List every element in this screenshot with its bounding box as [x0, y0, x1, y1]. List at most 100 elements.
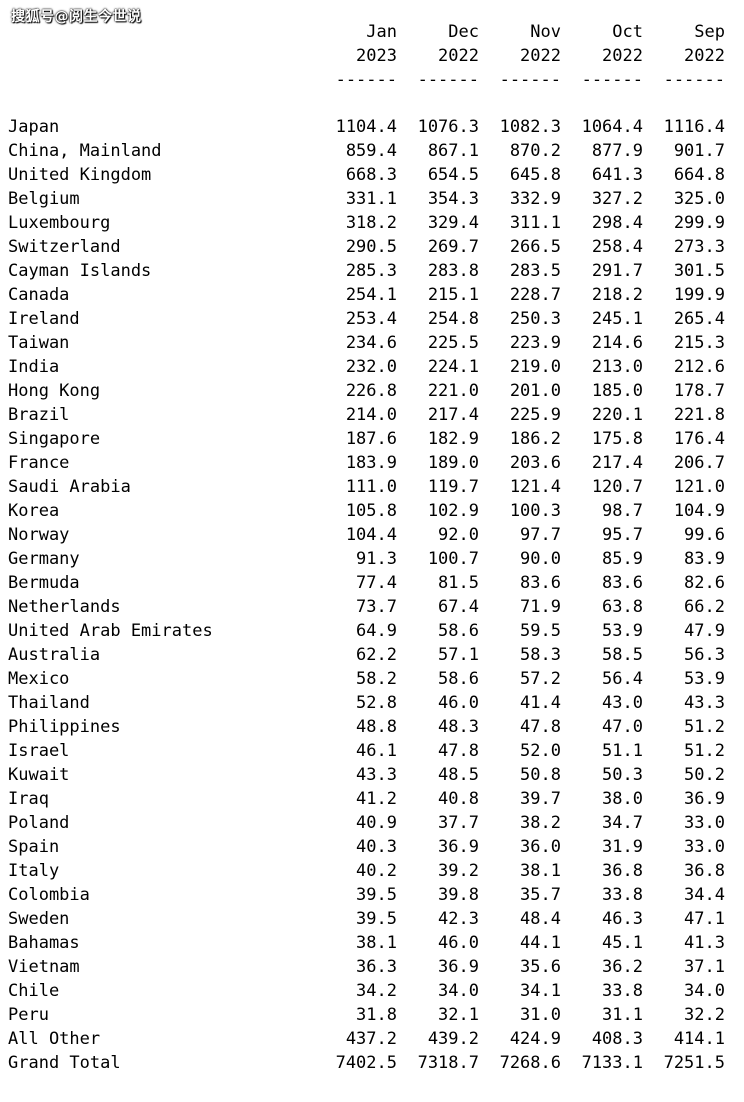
cell-value: 56.4: [602, 669, 643, 689]
cell-value: 215.3: [673, 333, 725, 353]
table-row: Japan 1104.4 1076.3 1082.3 1064.4 1116.4: [0, 115, 744, 139]
cell-value: 414.1: [673, 1029, 725, 1049]
cell-value: 42.3: [438, 909, 479, 929]
cell-value: 7251.5: [663, 1053, 725, 1073]
table-row: Cayman Islands 285.3 283.8 283.5 291.7 301.5: [0, 259, 744, 283]
cell-value: 64.9: [356, 621, 397, 641]
cell-value: 408.3: [591, 1029, 643, 1049]
table-row: Israel 46.1 47.8 52.0 51.1 51.2: [0, 739, 744, 763]
table-row: Norway 104.4 92.0 97.7 95.7 99.6: [0, 523, 744, 547]
column-header: Sep 2022 ------: [659, 20, 725, 92]
table-row: China, Mainland 859.4 867.1 870.2 877.9 901.7: [0, 139, 744, 163]
table-row: Thailand 52.8 46.0 41.4 43.0 43.3: [0, 691, 744, 715]
cell-value: 56.3: [684, 645, 725, 665]
cell-value: 91.3: [356, 549, 397, 569]
cell-value: 121.4: [509, 477, 561, 497]
cell-value: 31.1: [602, 1005, 643, 1025]
cell-value: 36.9: [438, 957, 479, 977]
table-row: United Kingdom 668.3 654.5 645.8 641.3 664.8: [0, 163, 744, 187]
cell-value: 641.3: [591, 165, 643, 185]
cell-value: 39.5: [356, 885, 397, 905]
cell-value: 203.6: [509, 453, 561, 473]
table-row: Korea 105.8 102.9 100.3 98.7 104.9: [0, 499, 744, 523]
country-name: Japan: [8, 117, 60, 137]
cell-value: 265.4: [673, 309, 725, 329]
cell-value: 58.5: [602, 645, 643, 665]
cell-value: 329.4: [427, 213, 479, 233]
country-name: Canada: [8, 285, 70, 305]
cell-value: 82.6: [684, 573, 725, 593]
table-row: Bermuda 77.4 81.5 83.6 83.6 82.6: [0, 571, 744, 595]
cell-value: 50.2: [684, 765, 725, 785]
cell-value: 311.1: [509, 213, 561, 233]
cell-value: 92.0: [438, 525, 479, 545]
table-row: Italy 40.2 39.2 38.1 36.8 36.8: [0, 859, 744, 883]
cell-value: 234.6: [345, 333, 397, 353]
table-row: Kuwait 43.3 48.5 50.8 50.3 50.2: [0, 763, 744, 787]
cell-value: 33.8: [602, 885, 643, 905]
cell-value: 120.7: [591, 477, 643, 497]
country-name: United Kingdom: [8, 165, 152, 185]
cell-value: 102.9: [427, 501, 479, 521]
cell-value: 40.8: [438, 789, 479, 809]
country-name: Kuwait: [8, 765, 70, 785]
column-rule: ------: [417, 70, 479, 90]
cell-value: 63.8: [602, 597, 643, 617]
country-name: Switzerland: [8, 237, 121, 257]
cell-value: 325.0: [673, 189, 725, 209]
cell-value: 83.9: [684, 549, 725, 569]
cell-value: 664.8: [673, 165, 725, 185]
cell-value: 66.2: [684, 597, 725, 617]
cell-value: 57.2: [520, 669, 561, 689]
cell-value: 47.9: [684, 621, 725, 641]
cell-value: 58.3: [520, 645, 561, 665]
country-name: Brazil: [8, 405, 70, 425]
table-row: Brazil 214.0 217.4 225.9 220.1 221.8: [0, 403, 744, 427]
cell-value: 41.4: [520, 693, 561, 713]
cell-value: 73.7: [356, 597, 397, 617]
column-header: Dec 2022 ------: [413, 20, 479, 92]
cell-value: 232.0: [345, 357, 397, 377]
cell-value: 217.4: [427, 405, 479, 425]
table-row: Peru 31.8 32.1 31.0 31.1 32.2: [0, 1003, 744, 1027]
cell-value: 668.3: [345, 165, 397, 185]
cell-value: 53.9: [602, 621, 643, 641]
cell-value: 437.2: [345, 1029, 397, 1049]
table-row: Ireland 253.4 254.8 250.3 245.1 265.4: [0, 307, 744, 331]
column-month: Sep: [694, 22, 725, 42]
column-header: Nov 2022 ------: [495, 20, 561, 92]
column-year: 2022: [602, 46, 643, 66]
country-name: Sweden: [8, 909, 70, 929]
cell-value: 62.2: [356, 645, 397, 665]
cell-value: 34.2: [356, 981, 397, 1001]
cell-value: 99.6: [684, 525, 725, 545]
cell-value: 221.0: [427, 381, 479, 401]
cell-value: 1064.4: [581, 117, 643, 137]
cell-value: 52.8: [356, 693, 397, 713]
cell-value: 299.9: [673, 213, 725, 233]
cell-value: 183.9: [345, 453, 397, 473]
cell-value: 298.4: [591, 213, 643, 233]
cell-value: 439.2: [427, 1029, 479, 1049]
cell-value: 53.9: [684, 669, 725, 689]
table-row: France 183.9 189.0 203.6 217.4 206.7: [0, 451, 744, 475]
cell-value: 98.7: [602, 501, 643, 521]
cell-value: 38.2: [520, 813, 561, 833]
table-row: Netherlands 73.7 67.4 71.9 63.8 66.2: [0, 595, 744, 619]
cell-value: 214.0: [345, 405, 397, 425]
cell-value: 83.6: [602, 573, 643, 593]
cell-value: 273.3: [673, 237, 725, 257]
cell-value: 41.2: [356, 789, 397, 809]
cell-value: 37.1: [684, 957, 725, 977]
cell-value: 327.2: [591, 189, 643, 209]
column-header: Jan 2023 ------: [331, 20, 397, 92]
cell-value: 111.0: [345, 477, 397, 497]
cell-value: 43.3: [356, 765, 397, 785]
cell-value: 1104.4: [335, 117, 397, 137]
cell-value: 46.3: [602, 909, 643, 929]
cell-value: 59.5: [520, 621, 561, 641]
table-row: Hong Kong 226.8 221.0 201.0 185.0 178.7: [0, 379, 744, 403]
cell-value: 47.8: [438, 741, 479, 761]
cell-value: 859.4: [345, 141, 397, 161]
cell-value: 43.0: [602, 693, 643, 713]
